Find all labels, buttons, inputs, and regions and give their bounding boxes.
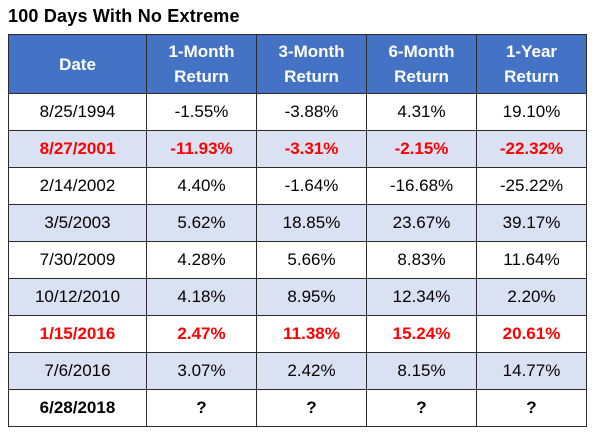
table-row: 3/5/2003 5.62% 18.85% 23.67% 39.17% [8, 204, 587, 242]
cell-date: 10/12/2010 [8, 278, 147, 316]
cell-6-month-return: 4.31% [366, 93, 477, 131]
cell-1-month-return: -11.93% [146, 130, 257, 168]
cell-date: 7/30/2009 [8, 241, 147, 279]
cell-1-month-return: -1.55% [146, 93, 257, 131]
table-row: 8/25/1994 -1.55% -3.88% 4.31% 19.10% [8, 93, 587, 131]
cell-6-month-return: 12.34% [366, 278, 477, 316]
cell-6-month-return: 23.67% [366, 204, 477, 242]
cell-1-year-return: ? [476, 389, 587, 427]
cell-1-year-return: -25.22% [476, 167, 587, 205]
cell-date: 1/15/2016 [8, 315, 147, 353]
cell-date: 2/14/2002 [8, 167, 147, 205]
column-header-label: 6-Month [388, 42, 455, 61]
cell-6-month-return: 8.15% [366, 352, 477, 390]
cell-6-month-return: -16.68% [366, 167, 477, 205]
cell-1-month-return: ? [146, 389, 257, 427]
cell-6-month-return: 15.24% [366, 315, 477, 353]
cell-6-month-return: 8.83% [366, 241, 477, 279]
column-header-sublabel: Return [174, 67, 229, 86]
table-title: 100 Days With No Extreme [8, 6, 240, 26]
cell-1-month-return: 4.40% [146, 167, 257, 205]
cell-1-month-return: 3.07% [146, 352, 257, 390]
column-header-sublabel: Return [394, 67, 449, 86]
cell-date: 3/5/2003 [8, 204, 147, 242]
column-header-3-month-return: 3-Month Return [256, 34, 367, 94]
cell-3-month-return: 5.66% [256, 241, 367, 279]
column-header-label: Date [59, 54, 96, 74]
table-row: 7/30/2009 4.28% 5.66% 8.83% 11.64% [8, 241, 587, 279]
column-header-label: 3-Month [278, 42, 345, 61]
cell-1-month-return: 4.28% [146, 241, 257, 279]
table-row: 6/28/2018 ? ? ? ? [8, 389, 587, 427]
cell-date: 6/28/2018 [8, 389, 147, 427]
column-header-1-month-return: 1-Month Return [146, 34, 257, 94]
cell-1-month-return: 5.62% [146, 204, 257, 242]
cell-3-month-return: 11.38% [256, 315, 367, 353]
returns-table: Date 1-Month Return 3-Month Return 6-Month… [8, 34, 587, 427]
table-row: 2/14/2002 4.40% -1.64% -16.68% -25.22% [8, 167, 587, 205]
cell-1-year-return: 14.77% [476, 352, 587, 390]
column-header-1-year-return: 1-Year Return [476, 34, 587, 94]
table-row: 10/12/2010 4.18% 8.95% 12.34% 2.20% [8, 278, 587, 316]
cell-3-month-return: 2.42% [256, 352, 367, 390]
cell-3-month-return: ? [256, 389, 367, 427]
cell-1-year-return: -22.32% [476, 130, 587, 168]
cell-3-month-return: -3.88% [256, 93, 367, 131]
cell-1-year-return: 20.61% [476, 315, 587, 353]
table-header: Date 1-Month Return 3-Month Return 6-Month… [8, 34, 587, 94]
cell-date: 8/25/1994 [8, 93, 147, 131]
cell-1-month-return: 4.18% [146, 278, 257, 316]
cell-3-month-return: -1.64% [256, 167, 367, 205]
cell-3-month-return: 18.85% [256, 204, 367, 242]
cell-1-month-return: 2.47% [146, 315, 257, 353]
table-row: 8/27/2001 -11.93% -3.31% -2.15% -22.32% [8, 130, 587, 168]
cell-3-month-return: -3.31% [256, 130, 367, 168]
header-row: Date 1-Month Return 3-Month Return 6-Month… [8, 34, 587, 94]
column-header-label: 1-Month [168, 42, 235, 61]
cell-1-year-return: 11.64% [476, 241, 587, 279]
cell-date: 7/6/2016 [8, 352, 147, 390]
cell-date: 8/27/2001 [8, 130, 147, 168]
cell-3-month-return: 8.95% [256, 278, 367, 316]
table-row: 7/6/2016 3.07% 2.42% 8.15% 14.77% [8, 352, 587, 390]
column-header-sublabel: Return [284, 67, 339, 86]
table-row: 1/15/2016 2.47% 11.38% 15.24% 20.61% [8, 315, 587, 353]
cell-1-year-return: 19.10% [476, 93, 587, 131]
cell-1-year-return: 2.20% [476, 278, 587, 316]
cell-1-year-return: 39.17% [476, 204, 587, 242]
cell-6-month-return: -2.15% [366, 130, 477, 168]
column-header-label: 1-Year [505, 42, 558, 61]
column-header-date: Date [8, 34, 147, 94]
table-body: 8/25/1994 -1.55% -3.88% 4.31% 19.10% 8/2… [8, 93, 587, 427]
column-header-sublabel: Return [504, 67, 559, 86]
column-header-6-month-return: 6-Month Return [366, 34, 477, 94]
cell-6-month-return: ? [366, 389, 477, 427]
